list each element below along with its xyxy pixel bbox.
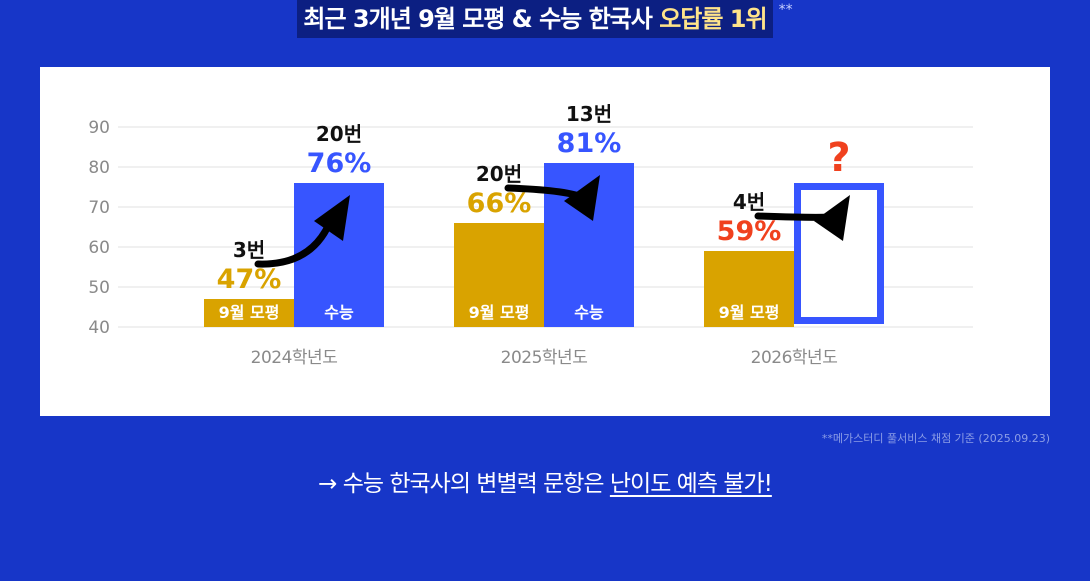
- question-number-label: 20번: [476, 162, 522, 186]
- arrow-head-icon: [564, 175, 600, 221]
- question-number-label: 20번: [316, 122, 362, 146]
- bar: [204, 299, 294, 327]
- x-tick-label: 2024학년도: [251, 348, 338, 368]
- y-tick-label: 90: [88, 118, 110, 138]
- y-tick-label: 80: [88, 158, 110, 178]
- value-label: 59%: [717, 216, 782, 247]
- value-label: 81%: [557, 128, 622, 159]
- header: 최근 3개년 9월 모평 & 수능 한국사 오답률 1위 **: [0, 0, 1090, 38]
- value-label: 76%: [307, 148, 372, 179]
- y-tick-label: 50: [88, 278, 110, 298]
- y-tick-label: 70: [88, 198, 110, 218]
- value-label: 47%: [217, 264, 282, 295]
- page-title: 최근 3개년 9월 모평 & 수능 한국사 오답률 1위: [297, 0, 773, 38]
- question-number-label: 13번: [566, 102, 612, 126]
- footnote-mark: **: [778, 2, 793, 18]
- bar: [454, 223, 544, 327]
- title-main: 최근 3개년 9월 모평 & 수능 한국사: [303, 5, 660, 33]
- bar-series-label: 수능: [324, 303, 354, 322]
- footnote: **메가스터디 풀서비스 채점 기준 (2025.09.23): [821, 432, 1050, 445]
- bar-series-label: 수능: [574, 303, 604, 322]
- x-tick-label: 2026학년도: [751, 348, 838, 368]
- question-mark: ?: [827, 135, 850, 181]
- y-tick-label: 40: [88, 318, 110, 338]
- bar-series-label: 9월 모평: [219, 303, 280, 322]
- value-label: 66%: [467, 188, 532, 219]
- question-number-label: 4번: [733, 190, 765, 214]
- bar-series-label: 9월 모평: [469, 303, 530, 322]
- conclusion: → 수능 한국사의 변별력 문항은 난이도 예측 불가!: [0, 464, 1090, 498]
- bar: [704, 251, 794, 327]
- arrow-head-icon: [814, 195, 850, 241]
- conclusion-underlined: 난이도 예측 불가!: [609, 471, 773, 497]
- question-number-label: 3번: [233, 238, 265, 262]
- title-highlight: 오답률 1위: [659, 5, 767, 33]
- bar-series-label: 9월 모평: [719, 303, 780, 322]
- arrow-head-icon: [314, 195, 350, 241]
- x-tick-label: 2025학년도: [501, 348, 588, 368]
- y-tick-label: 60: [88, 238, 110, 258]
- conclusion-text: → 수능 한국사의 변별력 문항은: [318, 471, 610, 497]
